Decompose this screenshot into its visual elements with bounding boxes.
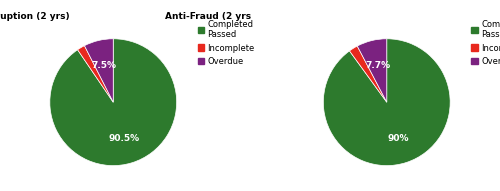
Wedge shape — [50, 39, 176, 166]
Text: Anti-Fraud (2 yrs: Anti-Fraud (2 yrs — [165, 12, 251, 21]
Text: 90.5%: 90.5% — [109, 134, 140, 143]
Legend: Completed
Passed, Incomplete, Overdue: Completed Passed, Incomplete, Overdue — [196, 19, 256, 66]
Wedge shape — [78, 46, 113, 102]
Text: 90%: 90% — [388, 134, 409, 143]
Text: Anti-Bribery and Corruption (2 yrs): Anti-Bribery and Corruption (2 yrs) — [0, 12, 70, 21]
Wedge shape — [324, 39, 450, 166]
Wedge shape — [84, 39, 113, 102]
Legend: Completed
Passed, Incomplete, Overdue: Completed Passed, Incomplete, Overdue — [470, 19, 500, 66]
Text: 7.7%: 7.7% — [365, 61, 390, 70]
Wedge shape — [350, 46, 387, 102]
Text: 7.5%: 7.5% — [92, 61, 117, 70]
Wedge shape — [358, 39, 387, 102]
